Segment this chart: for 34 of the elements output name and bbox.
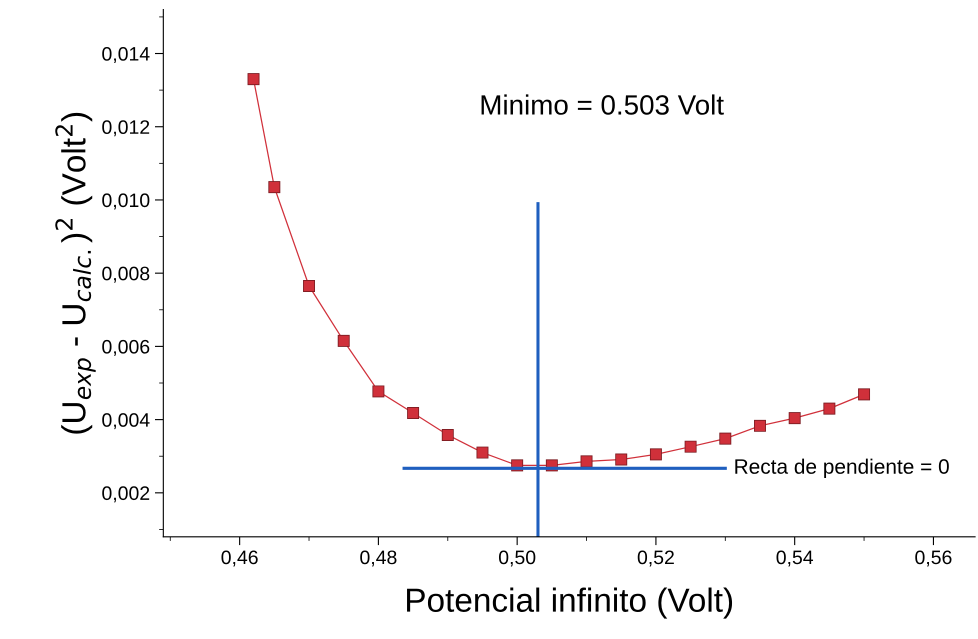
text: (U$_{exp}$ - U$_{calc.}$)$^{2}$ (Volt$^{2}$): [55, 112, 96, 434]
point: [476, 446, 488, 459]
x-tick-label: 0,50: [499, 550, 536, 567]
point: [719, 432, 732, 445]
point: [268, 181, 280, 194]
point: [303, 280, 315, 292]
point: [788, 412, 801, 424]
point: [823, 402, 836, 415]
y-tick-label: 0,006: [102, 340, 150, 356]
point: [754, 420, 766, 432]
x-tick-label: 0,56: [915, 550, 952, 567]
annotation: Recta de pendiente = 0: [735, 458, 949, 478]
point: [684, 440, 697, 453]
y-tick-label: 0,010: [102, 193, 150, 210]
point: [858, 388, 870, 400]
point: [442, 429, 454, 441]
x-axis-title: Potencial infinito (Volt): [407, 588, 732, 619]
point: [615, 454, 628, 466]
point: [580, 455, 593, 468]
point: [338, 334, 350, 347]
x-tick-label: 0,48: [360, 550, 396, 567]
point: [407, 407, 420, 419]
y-tick-label: 0,002: [102, 486, 150, 502]
x-tick-label: 0,52: [638, 550, 674, 567]
y-tick-label: 0,004: [102, 413, 150, 430]
point: [372, 385, 384, 398]
y-tick-label: 0,014: [102, 46, 150, 64]
point: [248, 73, 260, 86]
x-tick-label: 0,54: [776, 550, 814, 567]
annotation: Minimo = 0.503 Volt: [482, 94, 724, 115]
point: [650, 448, 662, 460]
y-tick-label: 0,012: [102, 120, 150, 136]
x-tick-label: 0,46: [221, 550, 258, 567]
y-tick-label: 0,008: [102, 266, 150, 283]
